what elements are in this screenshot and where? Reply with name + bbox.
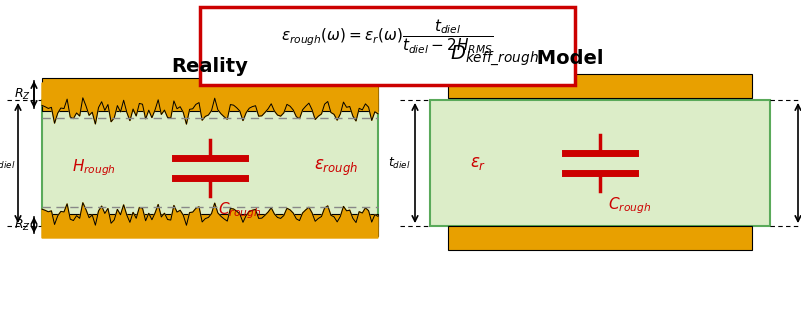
Bar bbox=[448, 74, 752, 98]
Bar bbox=[200, 7, 575, 85]
Text: $t_{diel}$: $t_{diel}$ bbox=[388, 156, 410, 170]
Bar bbox=[42, 100, 378, 226]
Bar bbox=[430, 100, 770, 226]
Text: $t_{diel}$: $t_{diel}$ bbox=[0, 156, 15, 170]
Text: $\mathit{D}_{keff\_rough}$: $\mathit{D}_{keff\_rough}$ bbox=[450, 44, 539, 68]
Text: $\mathit{\varepsilon}_{rough}$: $\mathit{\varepsilon}_{rough}$ bbox=[314, 158, 358, 178]
Bar bbox=[448, 226, 752, 250]
Bar bbox=[42, 214, 378, 236]
Text: $R_Z$: $R_Z$ bbox=[14, 87, 30, 102]
Text: $R_Z$: $R_Z$ bbox=[14, 217, 30, 232]
Text: Model: Model bbox=[530, 49, 603, 68]
Bar bbox=[42, 78, 378, 111]
Text: $\mathit{C}_{rough}$: $\mathit{C}_{rough}$ bbox=[218, 200, 261, 221]
Polygon shape bbox=[42, 203, 378, 238]
Text: $\mathit{\varepsilon}_{r}$: $\mathit{\varepsilon}_{r}$ bbox=[470, 154, 486, 172]
Text: $\mathit{C}_{rough}$: $\mathit{C}_{rough}$ bbox=[608, 195, 651, 215]
Text: Reality: Reality bbox=[171, 57, 248, 76]
Text: $\varepsilon_{rough}(\omega) = \varepsilon_r(\omega)\dfrac{t_{diel}}{t_{diel} - : $\varepsilon_{rough}(\omega) = \varepsil… bbox=[281, 18, 493, 56]
Polygon shape bbox=[42, 83, 378, 124]
Text: $\mathit{H}_{rough}$: $\mathit{H}_{rough}$ bbox=[72, 158, 116, 178]
